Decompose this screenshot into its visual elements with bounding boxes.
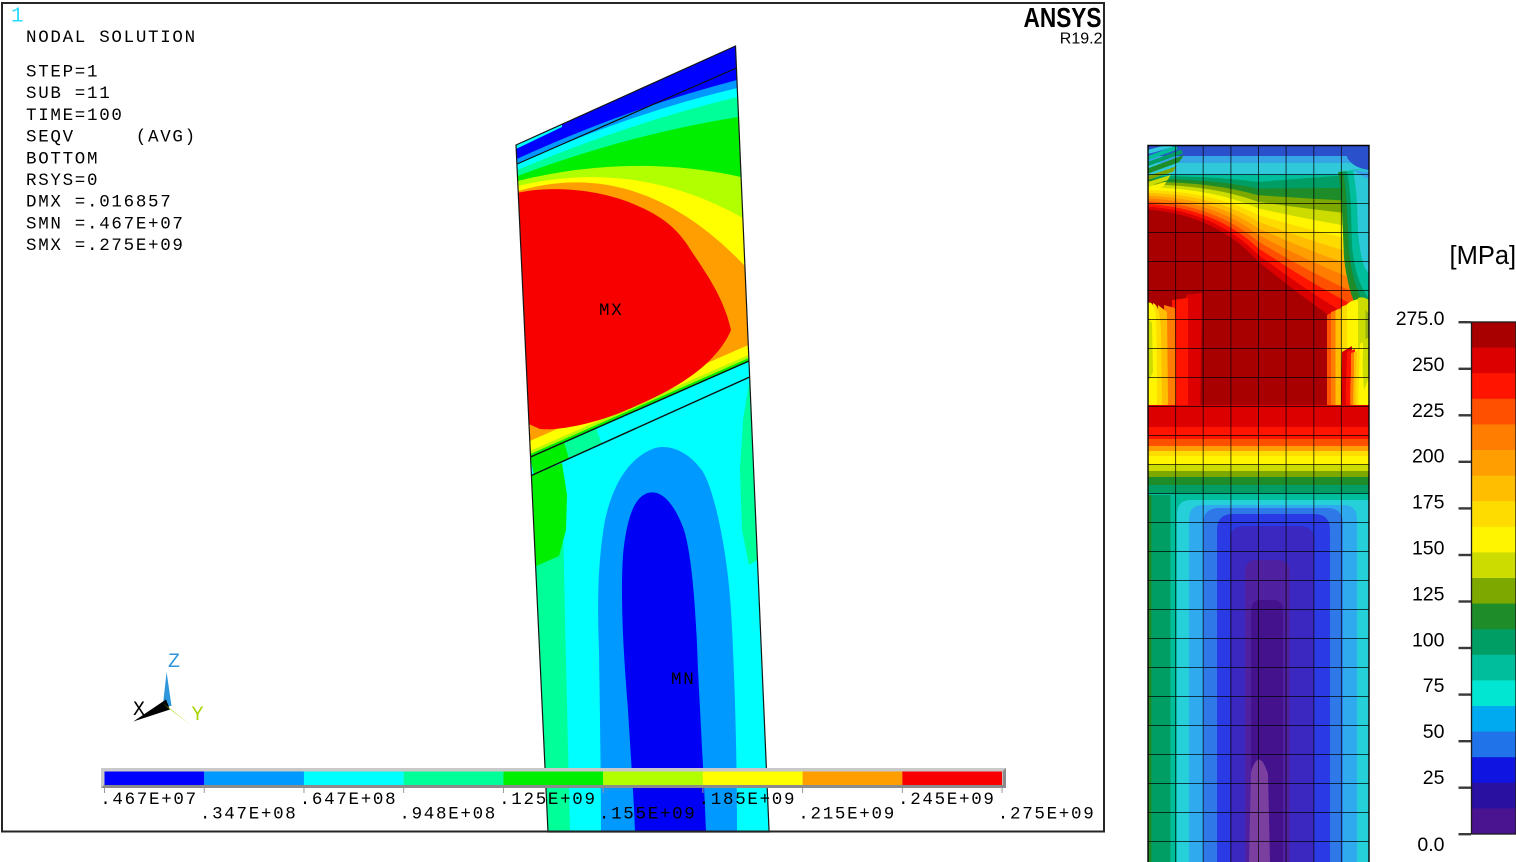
svg-text:0.0: 0.0	[1417, 834, 1444, 856]
svg-text:.467E+07: .467E+07	[100, 790, 198, 810]
svg-text:TIME=100: TIME=100	[26, 106, 124, 126]
svg-text:SEQV: SEQV	[26, 128, 75, 148]
svg-text:SUB =11: SUB =11	[26, 84, 111, 104]
svg-text:.347E+08: .347E+08	[200, 805, 298, 825]
svg-text:ANSYS: ANSYS	[1024, 2, 1102, 33]
svg-text:225: 225	[1412, 400, 1445, 422]
svg-text:SMX =.275E+09: SMX =.275E+09	[26, 236, 185, 256]
svg-text:75: 75	[1423, 675, 1445, 697]
svg-text:[MPa]: [MPa]	[1450, 242, 1516, 270]
svg-text:.185E+09: .185E+09	[699, 790, 797, 810]
svg-text:125: 125	[1412, 583, 1445, 605]
svg-text:250: 250	[1412, 354, 1445, 376]
svg-text:Z: Z	[168, 651, 180, 674]
svg-text:(AVG): (AVG)	[136, 128, 197, 148]
svg-text:.245E+09: .245E+09	[898, 790, 996, 810]
svg-text:MN: MN	[671, 670, 695, 690]
svg-text:200: 200	[1412, 446, 1445, 468]
svg-text:NODAL SOLUTION: NODAL SOLUTION	[26, 28, 197, 48]
svg-text:1: 1	[11, 6, 24, 29]
svg-text:175: 175	[1412, 492, 1445, 514]
svg-text:275.0: 275.0	[1396, 308, 1445, 330]
svg-text:SMN =.467E+07: SMN =.467E+07	[26, 214, 185, 234]
svg-text:RSYS=0: RSYS=0	[26, 171, 99, 191]
svg-text:STEP=1: STEP=1	[26, 63, 99, 83]
svg-text:.215E+09: .215E+09	[798, 805, 896, 825]
svg-text:.155E+09: .155E+09	[599, 805, 697, 825]
svg-text:50: 50	[1423, 721, 1445, 743]
svg-text:.275E+09: .275E+09	[998, 805, 1096, 825]
svg-text:Y: Y	[192, 704, 204, 727]
svg-text:.647E+08: .647E+08	[300, 790, 398, 810]
svg-text:150: 150	[1412, 538, 1445, 560]
svg-text:R19.2: R19.2	[1060, 31, 1103, 48]
svg-text:100: 100	[1412, 629, 1445, 651]
svg-text:.948E+08: .948E+08	[399, 805, 497, 825]
svg-text:DMX =.016857: DMX =.016857	[26, 193, 172, 213]
svg-text:25: 25	[1423, 767, 1445, 789]
svg-text:X: X	[133, 699, 145, 722]
svg-text:BOTTOM: BOTTOM	[26, 149, 99, 169]
svg-text:MX: MX	[599, 301, 623, 321]
svg-text:.125E+09: .125E+09	[499, 790, 597, 810]
